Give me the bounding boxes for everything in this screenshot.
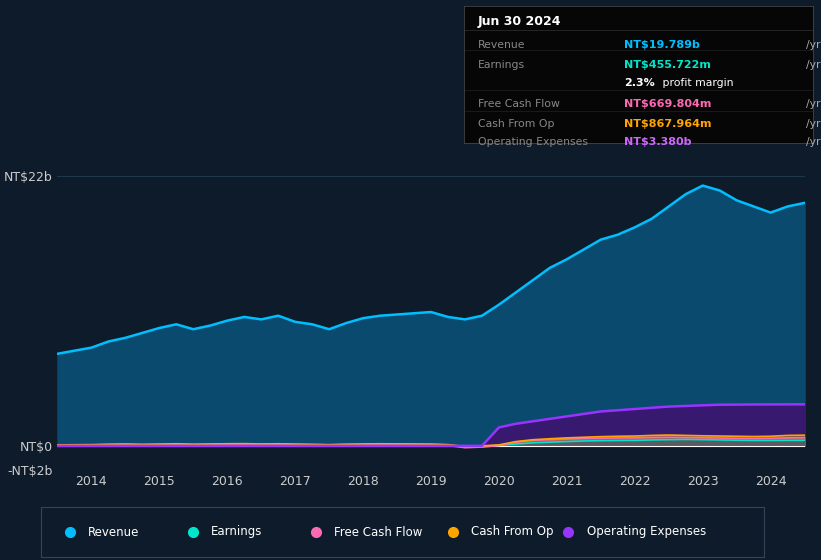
Text: Revenue: Revenue <box>88 525 140 539</box>
Text: Revenue: Revenue <box>478 40 525 50</box>
Text: Jun 30 2024: Jun 30 2024 <box>478 15 562 28</box>
Text: Cash From Op: Cash From Op <box>478 119 554 129</box>
Text: Earnings: Earnings <box>478 60 525 71</box>
Text: /yr: /yr <box>805 99 820 109</box>
Text: Operating Expenses: Operating Expenses <box>586 525 706 539</box>
Text: NT$669.804m: NT$669.804m <box>624 99 712 109</box>
Text: profit margin: profit margin <box>659 78 734 88</box>
Text: NT$455.722m: NT$455.722m <box>624 60 711 71</box>
Text: /yr: /yr <box>805 60 820 71</box>
Text: 2.3%: 2.3% <box>624 78 655 88</box>
Text: Operating Expenses: Operating Expenses <box>478 137 588 147</box>
Text: Cash From Op: Cash From Op <box>471 525 553 539</box>
Text: Free Cash Flow: Free Cash Flow <box>333 525 422 539</box>
Text: NT$867.964m: NT$867.964m <box>624 119 712 129</box>
Text: /yr: /yr <box>805 137 820 147</box>
Text: Free Cash Flow: Free Cash Flow <box>478 99 560 109</box>
Text: NT$19.789b: NT$19.789b <box>624 40 700 50</box>
Text: /yr: /yr <box>805 40 820 50</box>
Text: Earnings: Earnings <box>211 525 262 539</box>
Text: /yr: /yr <box>805 119 820 129</box>
Text: NT$3.380b: NT$3.380b <box>624 137 692 147</box>
